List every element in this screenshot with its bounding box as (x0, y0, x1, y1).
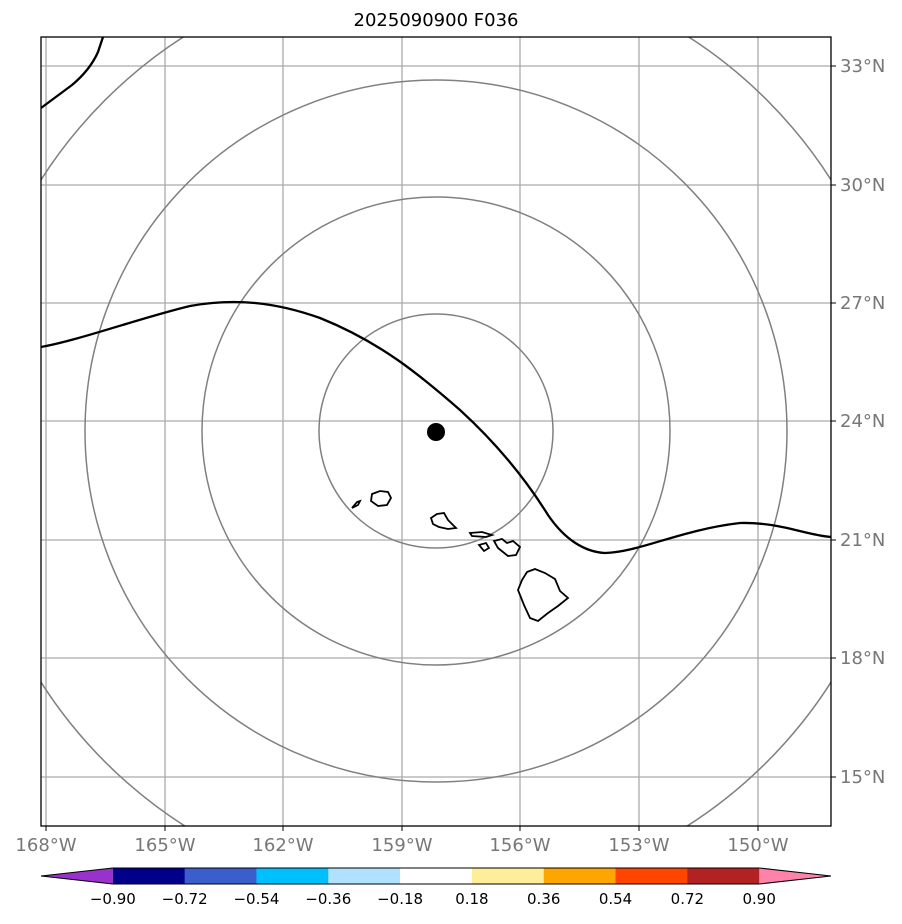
contours (41, 37, 831, 555)
island-molokai (468, 531, 495, 538)
lon-label: 162°W (252, 835, 313, 856)
colorbar-tick-label: 0.54 (599, 890, 632, 908)
colorbar-segment (256, 868, 329, 884)
colorbar-segment (400, 868, 473, 884)
colorbar-tick-label: −0.90 (90, 890, 136, 908)
range-ring-2 (201, 196, 671, 666)
map-title: 2025090900 F036 (354, 10, 519, 31)
lon-label: 150°W (727, 835, 788, 856)
island-kauai (370, 490, 393, 507)
colorbar-segment (112, 868, 186, 884)
lat-label: 27°N (840, 293, 885, 314)
center-marker (427, 423, 445, 441)
island-maui (492, 538, 522, 557)
colorbar-segment (543, 868, 617, 884)
colorbar-tick-label: −0.36 (305, 890, 351, 908)
colorbar-extend-high (759, 868, 831, 884)
lon-label: 159°W (371, 835, 432, 856)
colorbar-tick-label: 0.72 (671, 890, 704, 908)
colorbar-segment (184, 868, 257, 884)
map-area (41, 37, 831, 826)
colorbar: −0.90 −0.72 −0.54 −0.36 −0.18 0.18 0.36 0.54 0.7… (40, 867, 832, 908)
lon-label: 165°W (134, 835, 195, 856)
colorbar-tick-label: −0.18 (377, 890, 423, 908)
lat-label: 30°N (840, 175, 885, 196)
colorbar-tick-label: 0.18 (455, 890, 488, 908)
lat-label: 21°N (840, 530, 885, 551)
map-frame (40, 36, 832, 827)
colorbar-tick-label: −0.54 (233, 890, 279, 908)
colorbar-segment (615, 868, 688, 884)
colorbar-segment (687, 868, 760, 884)
lon-axis: 168°W 165°W 162°W 159°W 156°W 153°W 150°… (15, 826, 789, 856)
colorbar-extend-low (41, 868, 113, 884)
colorbar-segment (471, 868, 545, 884)
colorbar-segment (328, 868, 401, 884)
contour-line-corner (41, 37, 105, 109)
lat-label: 15°N (840, 767, 885, 788)
lat-axis: 33°N 30°N 27°N 24°N 21°N 18°N 15°N (831, 56, 885, 788)
range-ring-1 (318, 313, 554, 549)
island-oahu (429, 512, 458, 530)
island-lanai (477, 541, 491, 553)
range-ring-4 (41, 37, 831, 826)
coastlines (351, 490, 570, 623)
lon-label: 168°W (15, 835, 76, 856)
island-niihau (351, 499, 362, 509)
graticule (41, 37, 831, 826)
colorbar-tick-label: 0.36 (527, 890, 560, 908)
colorbar-outline (40, 867, 832, 885)
lon-label: 156°W (489, 835, 550, 856)
range-rings (41, 37, 831, 826)
lat-label: 18°N (840, 648, 885, 669)
colorbar-tick-label: −0.72 (162, 890, 208, 908)
colorbar-tick-label: 0.90 (742, 890, 775, 908)
lon-label: 153°W (608, 835, 669, 856)
range-ring-3 (84, 79, 788, 783)
contour-line-main (41, 300, 831, 555)
lat-label: 33°N (840, 56, 885, 77)
lat-label: 24°N (840, 411, 885, 432)
island-hawaii (517, 568, 570, 623)
